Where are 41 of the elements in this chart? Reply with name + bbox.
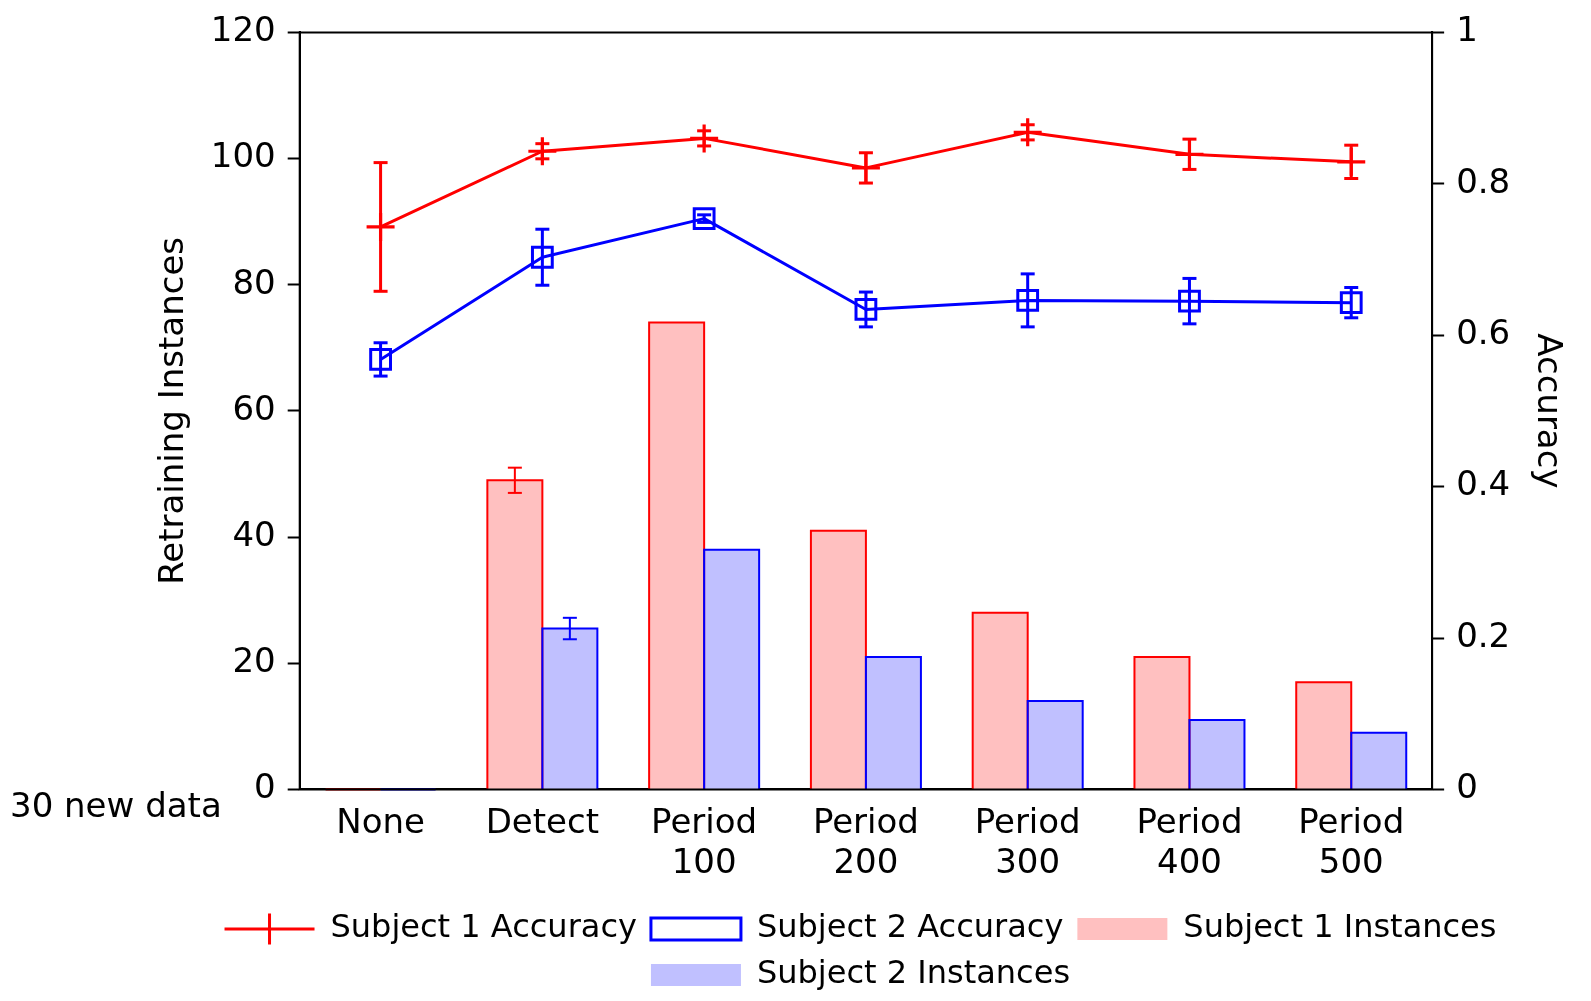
y-tick-label: 120	[210, 9, 276, 50]
point	[1175, 140, 1204, 169]
legend-label: Subject 2 Accuracy	[756, 907, 1064, 946]
y-axis-title: Retraining Instances	[151, 236, 192, 585]
y2-tick-label: 0.6	[1456, 312, 1511, 353]
x-tick-label: None	[336, 800, 425, 841]
y2-tick-label: 0	[1456, 766, 1478, 807]
x-tick-label: Period 500	[1298, 800, 1405, 882]
point	[530, 245, 554, 269]
x-tick-label: Period 200	[812, 800, 919, 882]
point	[851, 153, 880, 182]
y2-axis-title: Accuracy	[1529, 333, 1570, 489]
y-tick-label: 80	[232, 261, 276, 302]
point	[690, 124, 719, 153]
legend-label: Subject 1 Accuracy	[330, 907, 637, 946]
legend-label: Subject 2 Instances	[756, 953, 1071, 992]
y-tick-label: 20	[232, 640, 276, 681]
legend-label: Subject 1 Instances	[1183, 907, 1497, 946]
y-tick-label: 100	[210, 135, 276, 176]
point	[1016, 288, 1040, 312]
point	[1337, 147, 1366, 176]
point	[366, 212, 395, 241]
y-tick-label: 0	[254, 766, 276, 807]
point	[1339, 291, 1363, 315]
x-tick-label: Detect	[485, 800, 600, 841]
point	[528, 137, 557, 166]
point	[692, 207, 716, 231]
point	[1178, 289, 1201, 313]
y2-tick-label: 0.4	[1456, 463, 1511, 504]
text: 30 new data	[10, 785, 222, 825]
y-tick-label: 60	[232, 387, 276, 428]
y-tick-label: 40	[232, 513, 276, 554]
x-tick-label: Period 100	[651, 800, 758, 882]
point	[854, 298, 878, 321]
y2-tick-label: 0.2	[1456, 614, 1511, 655]
x-tick-label: Period 400	[1136, 800, 1243, 882]
x-tick-label: Period 300	[974, 800, 1081, 882]
y2-tick-label: 1	[1456, 9, 1478, 50]
y2-tick-label: 0.8	[1456, 160, 1511, 201]
point	[369, 348, 392, 371]
point	[1013, 118, 1042, 147]
